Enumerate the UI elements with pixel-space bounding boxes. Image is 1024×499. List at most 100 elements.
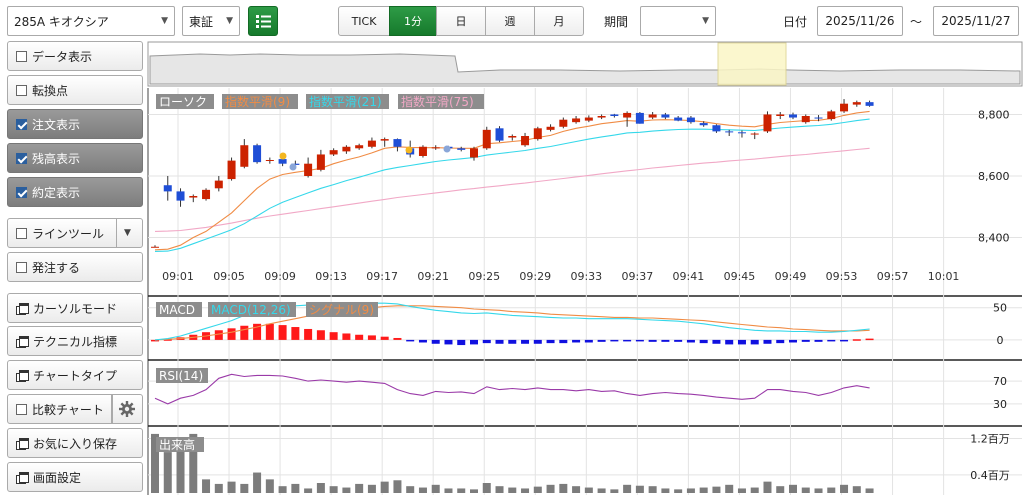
x-tick-label: 09:17: [366, 270, 398, 283]
sidebar-item-save-favorite[interactable]: お気に入り保存: [7, 428, 143, 458]
tab-tick[interactable]: TICK: [338, 6, 390, 36]
market-text: 東証: [189, 14, 214, 29]
compare-settings-button[interactable]: [112, 394, 143, 424]
macd-histogram-bar: [852, 339, 861, 341]
tab-month[interactable]: 月: [534, 6, 584, 36]
market-select[interactable]: 東証 ▼: [182, 6, 240, 36]
volume-bar: [278, 486, 287, 493]
volume-bar: [865, 488, 874, 493]
y-tick-label: 8,600: [978, 170, 1010, 183]
candle: [852, 102, 861, 105]
candle: [265, 160, 274, 161]
volume-bar: [648, 486, 657, 493]
volume-bar: [355, 483, 364, 493]
volume-bar: [840, 484, 849, 493]
sidebar-item-turning-point[interactable]: 転換点: [7, 75, 143, 105]
tab-day[interactable]: 日: [436, 6, 486, 36]
navigator-range[interactable]: [717, 42, 787, 86]
macd-histogram-bar: [763, 339, 772, 344]
volume-panel[interactable]: [148, 427, 1022, 495]
volume-bar: [546, 484, 555, 493]
checkbox-checked-icon: [16, 152, 27, 164]
macd-histogram-bar: [329, 332, 338, 340]
sidebar-item-chart-type[interactable]: チャートタイプ: [7, 360, 143, 390]
price-panel[interactable]: [148, 88, 1022, 295]
volume-bar: [597, 488, 606, 493]
x-tick-label: 09:09: [264, 270, 296, 283]
chevron-down-icon: ▼: [124, 228, 131, 238]
volume-bar: [801, 487, 810, 493]
candle: [304, 163, 313, 176]
execution-marker[interactable]: [279, 152, 287, 160]
x-tick-label: 09:13: [315, 270, 347, 283]
x-tick-label: 09:53: [826, 270, 858, 283]
sidebar-item-screen-settings[interactable]: 画面設定: [7, 462, 143, 492]
macd-histogram-bar: [789, 339, 797, 343]
legend-macd: MACD: [159, 303, 195, 317]
date-from-input[interactable]: 2025/11/26: [817, 6, 903, 36]
checkbox-checked-icon: [16, 186, 27, 198]
sidebar-item-data-display[interactable]: データ表示: [7, 41, 143, 71]
volume-bar: [253, 472, 262, 493]
date-to-input[interactable]: 2025/11/27: [933, 6, 1019, 36]
x-tick-label: 09:25: [468, 270, 500, 283]
sidebar-item-place-order[interactable]: 発注する: [7, 252, 143, 282]
candle: [418, 146, 427, 156]
symbol-select[interactable]: 285A キオクシア ▼: [7, 6, 175, 36]
macd-histogram-bar: [597, 339, 606, 342]
macd-histogram-bar: [227, 328, 236, 340]
x-tick-label: 09:29: [519, 270, 551, 283]
legend-ema21: 指数平滑(21): [309, 94, 382, 109]
macd-histogram-bar: [316, 330, 325, 340]
signal-line: [154, 305, 870, 341]
macd-histogram-bar: [776, 339, 785, 344]
volume-bar: [227, 481, 236, 493]
execution-marker[interactable]: [443, 145, 451, 153]
candle: [674, 117, 683, 121]
candle: [393, 139, 402, 147]
checkbox-icon: [16, 50, 27, 62]
line-tool-dropdown[interactable]: ▼: [116, 218, 143, 248]
volume-bar: [737, 488, 746, 493]
sidebar-item-line-tool[interactable]: ラインツール: [7, 218, 117, 248]
navigator-panel[interactable]: [147, 41, 1023, 87]
period-select[interactable]: ▼: [640, 6, 716, 36]
candle: [546, 126, 555, 130]
candle: [801, 116, 810, 123]
list-menu-button[interactable]: [248, 6, 278, 36]
volume-y-tick-label: 1.2百万: [970, 432, 1010, 445]
window-icon: [16, 471, 29, 484]
legend-ema9: 指数平滑(9): [225, 94, 290, 109]
volume-bar: [304, 488, 313, 493]
tab-week[interactable]: 週: [485, 6, 535, 36]
volume-bar: [163, 452, 172, 493]
candle: [572, 118, 581, 123]
rsi-panel[interactable]: [148, 361, 1022, 425]
x-tick-label: 09:41: [673, 270, 705, 283]
candle: [355, 145, 364, 149]
execution-marker[interactable]: [405, 146, 413, 154]
macd-histogram-bar: [572, 339, 581, 343]
sidebar-item-balance-display[interactable]: 残高表示: [7, 143, 143, 173]
legend-candle: ローソク: [159, 95, 207, 109]
macd-histogram-bar: [240, 325, 249, 340]
volume-bar: [214, 483, 223, 493]
sidebar-item-technical[interactable]: テクニカル指標: [7, 326, 143, 356]
legend-signal-bg: [306, 302, 378, 317]
macd-histogram-bar: [865, 338, 874, 341]
volume-bar: [789, 484, 797, 493]
volume-bar: [291, 483, 300, 493]
sidebar-item-order-display[interactable]: 注文表示: [7, 109, 143, 139]
tab-1min[interactable]: 1分: [389, 6, 437, 36]
execution-marker[interactable]: [289, 163, 297, 171]
period-label: 期間: [604, 15, 629, 29]
volume-bar: [635, 485, 644, 493]
volume-bar: [725, 484, 734, 493]
volume-bar: [431, 484, 440, 493]
candle: [597, 116, 606, 118]
sidebar-item-cursor-mode[interactable]: カーソルモード: [7, 293, 143, 323]
sidebar-item-execution-display[interactable]: 約定表示: [7, 177, 143, 207]
macd-histogram-bar: [151, 339, 159, 342]
sidebar-item-compare-chart[interactable]: 比較チャート: [7, 394, 112, 424]
